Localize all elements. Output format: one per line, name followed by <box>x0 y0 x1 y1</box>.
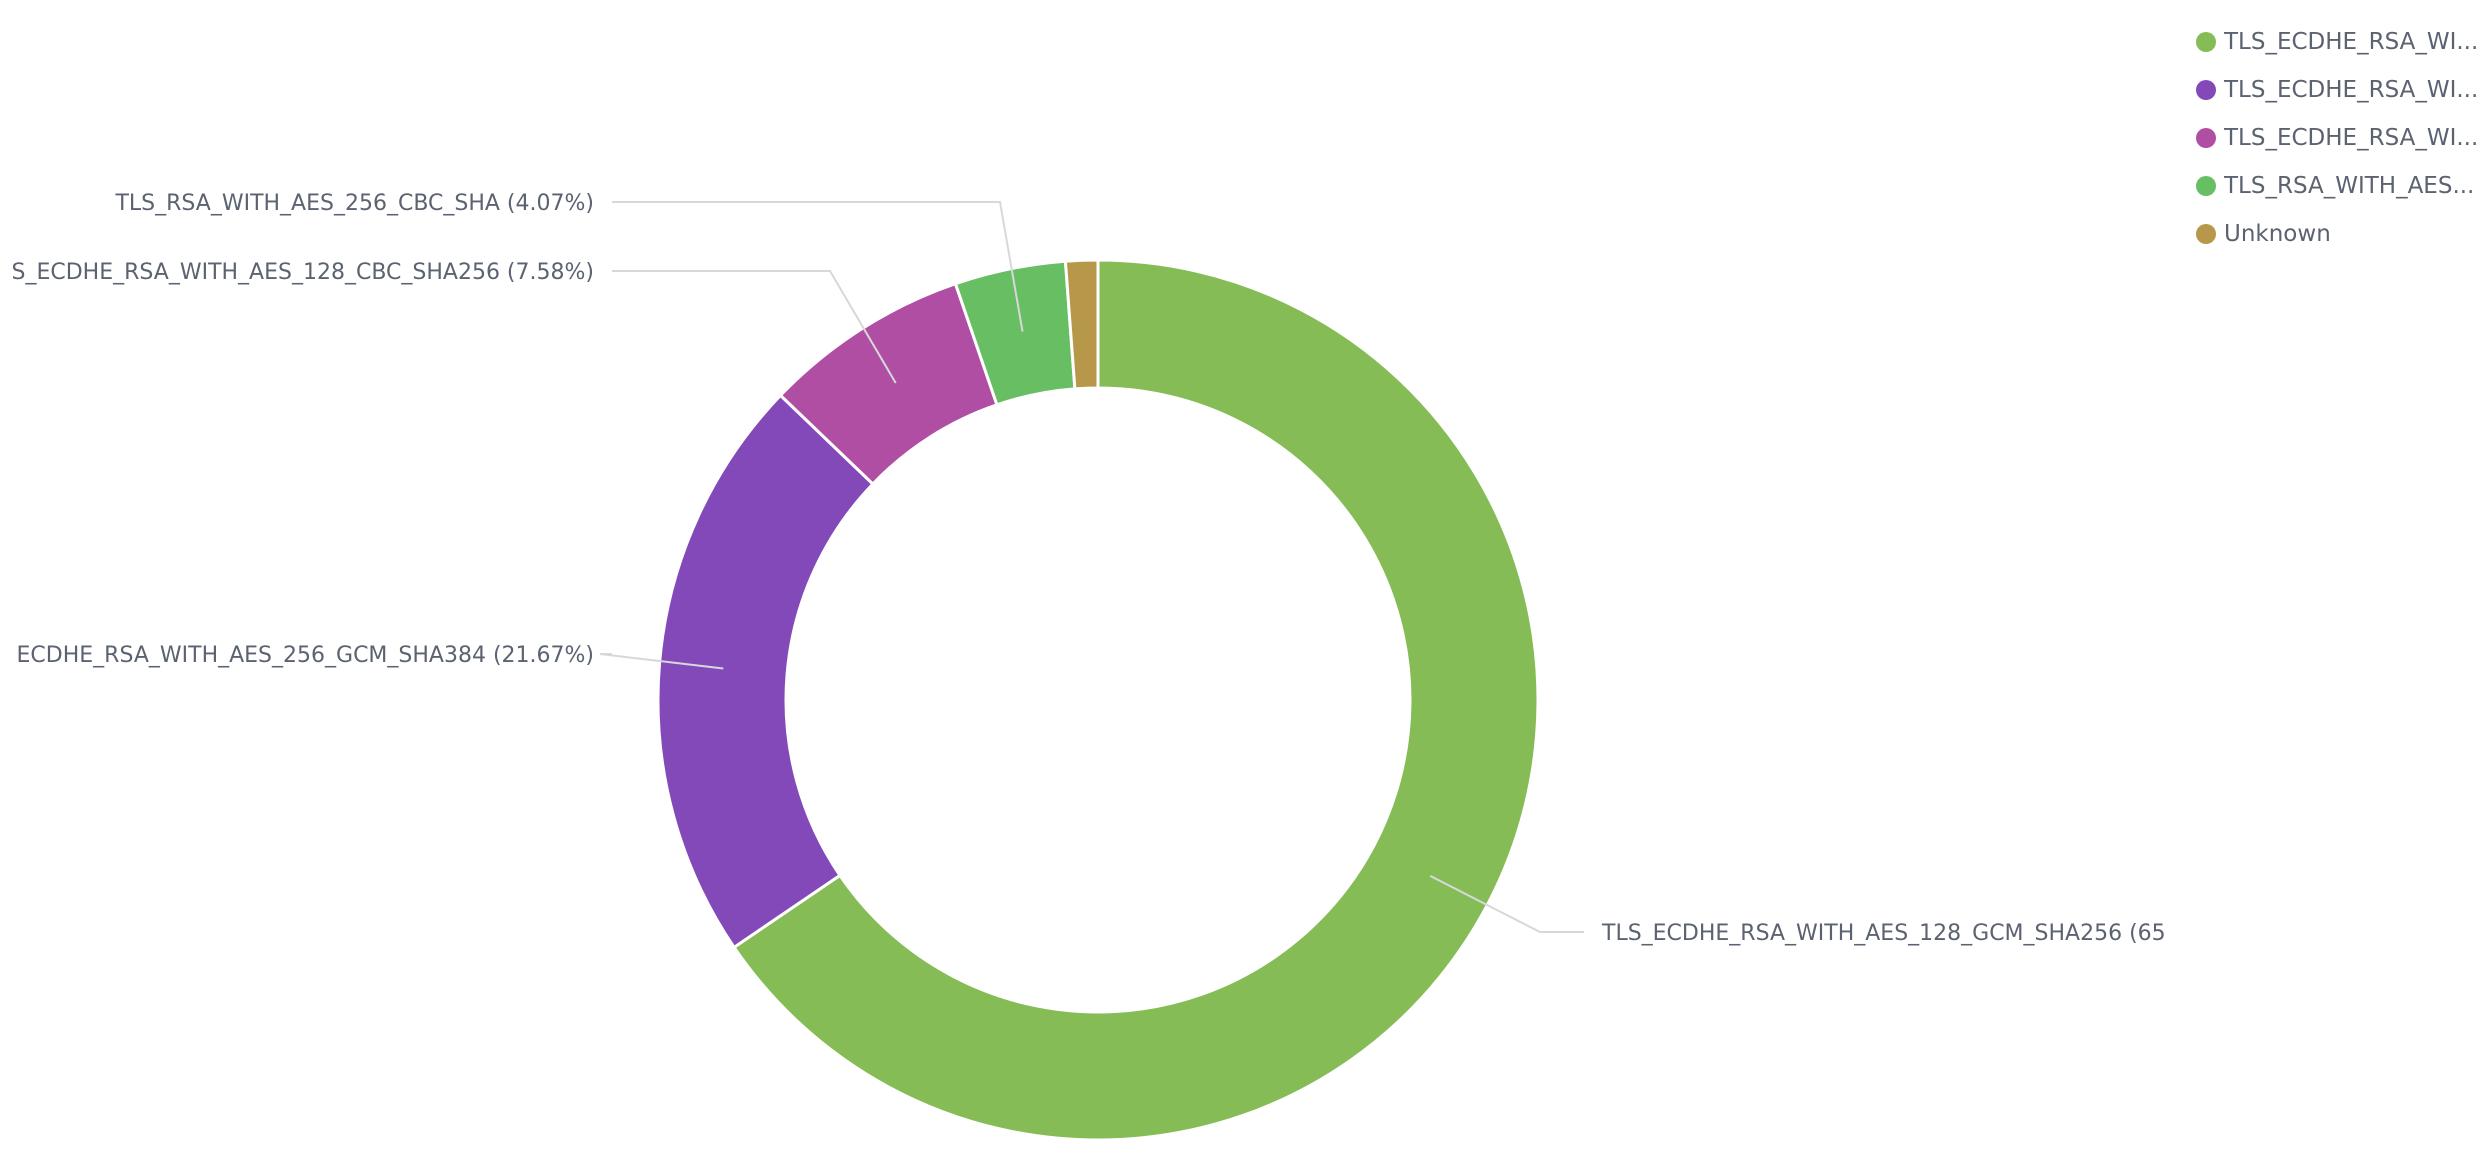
legend-swatch-icon <box>2196 224 2216 244</box>
legend-item-2[interactable]: TLS_ECDHE_RSA_WI... <box>2196 66 2486 114</box>
legend-swatch-icon <box>2196 176 2216 196</box>
legend-item-5[interactable]: Unknown <box>2196 210 2486 258</box>
slice-label-4: TLS_RSA_WITH_AES_256_CBC_SHA (4.07%) <box>114 191 594 216</box>
donut-slice-2[interactable] <box>656 393 875 950</box>
slice-label-3: S_ECDHE_RSA_WITH_AES_128_CBC_SHA256 (7.5… <box>12 260 594 285</box>
legend-label: TLS_ECDHE_RSA_WI... <box>2224 125 2479 151</box>
leader-line-4 <box>612 201 1024 332</box>
leader-line-2 <box>599 653 724 670</box>
legend-swatch-icon <box>2196 32 2216 52</box>
donut-slice-5[interactable] <box>1063 258 1100 391</box>
legend-label: TLS_RSA_WITH_AES... <box>2224 173 2475 199</box>
legend-item-4[interactable]: TLS_RSA_WITH_AES... <box>2196 162 2486 210</box>
legend-swatch-icon <box>2196 80 2216 100</box>
legend-item-3[interactable]: TLS_ECDHE_RSA_WI... <box>2196 114 2486 162</box>
leader-line-3 <box>612 270 897 384</box>
legend-item-1[interactable]: TLS_ECDHE_RSA_WI... <box>2196 18 2486 66</box>
slice-label-2: ECDHE_RSA_WITH_AES_256_GCM_SHA384 (21.67… <box>17 643 594 668</box>
legend-label: Unknown <box>2224 221 2331 247</box>
donut-slices <box>656 258 1540 1142</box>
legend-label: TLS_ECDHE_RSA_WI... <box>2224 29 2479 55</box>
slice-labels: TLS_ECDHE_RSA_WITH_AES_128_GCM_SHA256 (6… <box>12 191 2166 946</box>
legend-label: TLS_ECDHE_RSA_WI... <box>2224 77 2479 103</box>
slice-label-1: TLS_ECDHE_RSA_WITH_AES_128_GCM_SHA256 (6… <box>1601 921 2166 946</box>
donut-slice-1[interactable] <box>731 258 1540 1142</box>
legend-swatch-icon <box>2196 128 2216 148</box>
leader-lines <box>599 201 1584 933</box>
leader-line-1 <box>1429 875 1584 933</box>
chart-legend: TLS_ECDHE_RSA_WI... TLS_ECDHE_RSA_WI... … <box>2196 18 2486 258</box>
